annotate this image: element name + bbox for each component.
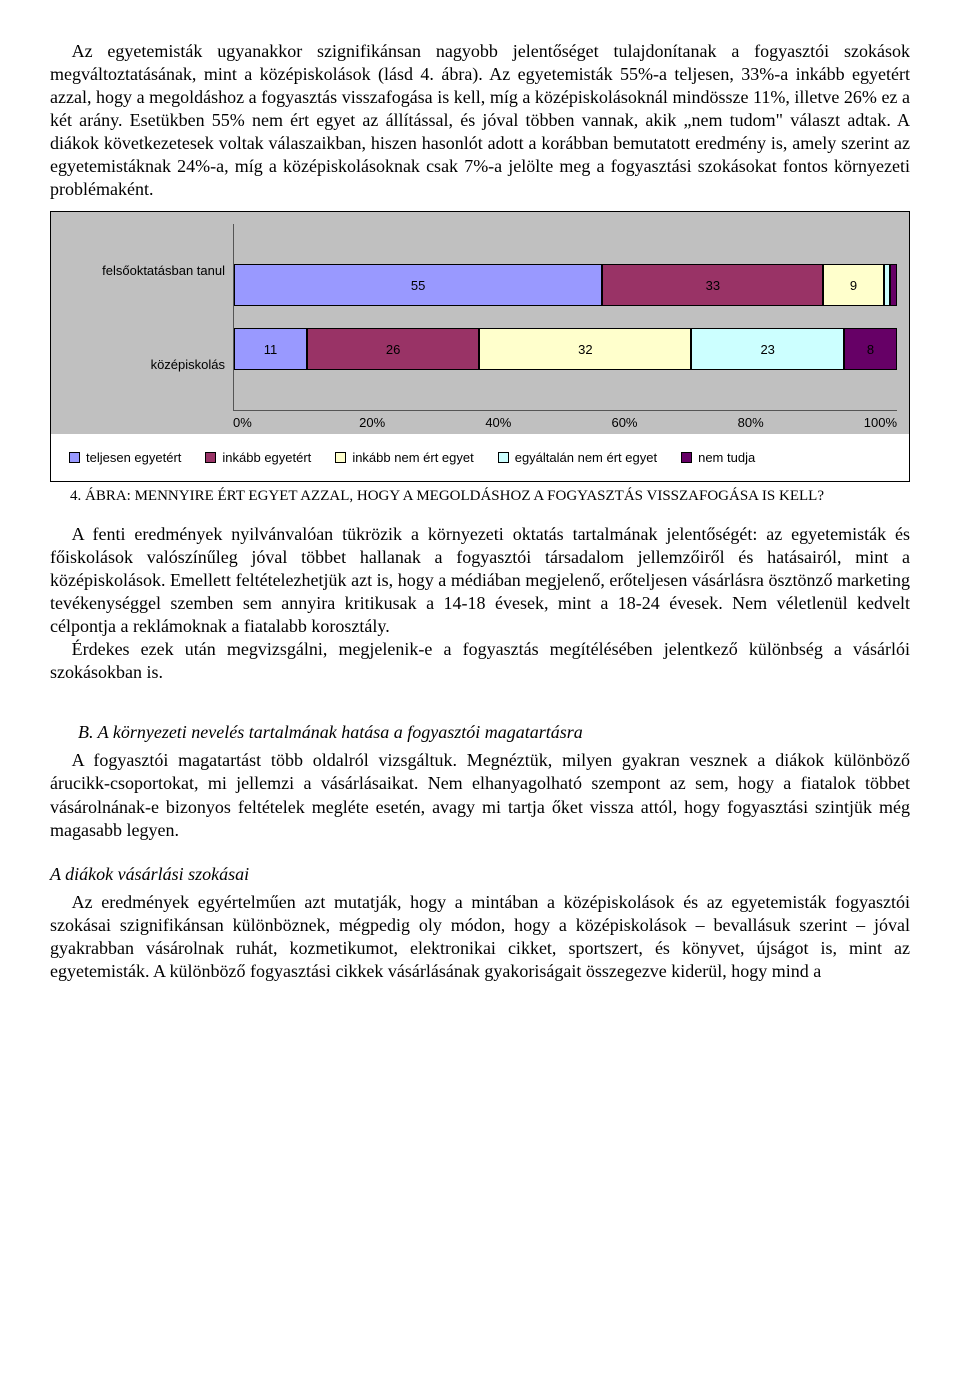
section-b-heading: B. A környezeti nevelés tartalmának hatá… (78, 722, 910, 743)
figure-caption: 4. ÁBRA: MENNYIRE ÉRT EGYET AZZAL, HOGY … (70, 488, 910, 505)
x-tick: 40% (485, 415, 611, 430)
legend-label: teljesen egyetért (86, 450, 181, 465)
legend-row: teljesen egyetért inkább egyetért inkább n… (69, 448, 891, 467)
bar-segment: 26 (307, 328, 479, 370)
chart-legend: teljesen egyetért inkább egyetért inkább n… (59, 442, 901, 473)
legend-item: inkább nem ért egyet (335, 450, 473, 465)
bar-segment: 9 (823, 264, 883, 306)
legend-item: inkább egyetért (205, 450, 311, 465)
bar-segment: 55 (234, 264, 602, 306)
x-tick: 20% (359, 415, 485, 430)
chart-plot-area: felsőoktatásban tanul középiskolás 55339… (51, 212, 909, 434)
bar-segment: 23 (691, 328, 843, 370)
y-label-0: felsőoktatásban tanul (63, 263, 225, 278)
bar-row-0: 55339 (234, 264, 897, 306)
bar-row-1: 112632238 (234, 328, 897, 370)
legend-label: inkább egyetért (222, 450, 311, 465)
y-label-1: középiskolás (63, 357, 225, 372)
bar-segment: 32 (479, 328, 691, 370)
chart-container: felsőoktatásban tanul középiskolás 55339… (50, 211, 910, 482)
caption-number: 4. (70, 488, 85, 504)
bar-segment: 11 (234, 328, 307, 370)
bar-segment: 33 (602, 264, 823, 306)
x-tick: 60% (611, 415, 737, 430)
legend-item: nem tudja (681, 450, 755, 465)
bars-column: 55339 112632238 (233, 224, 897, 411)
legend-label: egyáltalán nem ért egyet (515, 450, 657, 465)
legend-swatch (335, 452, 346, 463)
x-tick: 0% (233, 415, 359, 430)
legend-swatch (69, 452, 80, 463)
bar-segment (884, 264, 891, 306)
paragraph-4: A fogyasztói magatartást több oldalról v… (50, 749, 910, 841)
x-tick: 100% (864, 415, 897, 430)
legend-label: nem tudja (698, 450, 755, 465)
y-axis-labels: felsőoktatásban tanul középiskolás (63, 224, 233, 411)
bar-segment: 8 (844, 328, 897, 370)
paragraph-1: Az egyetemisták ugyanakkor szignifikánsa… (50, 40, 910, 201)
bar-segment (890, 264, 897, 306)
paragraph-5: Az eredmények egyértelműen azt mutatják,… (50, 891, 910, 983)
legend-item: teljesen egyetért (69, 450, 181, 465)
legend-item: egyáltalán nem ért egyet (498, 450, 657, 465)
caption-text: ÁBRA: MENNYIRE ÉRT EGYET AZZAL, HOGY A M… (85, 488, 824, 504)
legend-swatch (498, 452, 509, 463)
paragraph-3: Érdekes ezek után megvizsgálni, megjelen… (50, 638, 910, 684)
paragraph-2: A fenti eredmények nyilvánvalóan tükrözi… (50, 523, 910, 638)
legend-swatch (205, 452, 216, 463)
x-tick: 80% (738, 415, 864, 430)
legend-label: inkább nem ért egyet (352, 450, 473, 465)
x-axis: 0%20%40%60%80%100% (233, 411, 897, 430)
subheading-shopping: A diákok vásárlási szokásai (50, 864, 910, 885)
legend-swatch (681, 452, 692, 463)
